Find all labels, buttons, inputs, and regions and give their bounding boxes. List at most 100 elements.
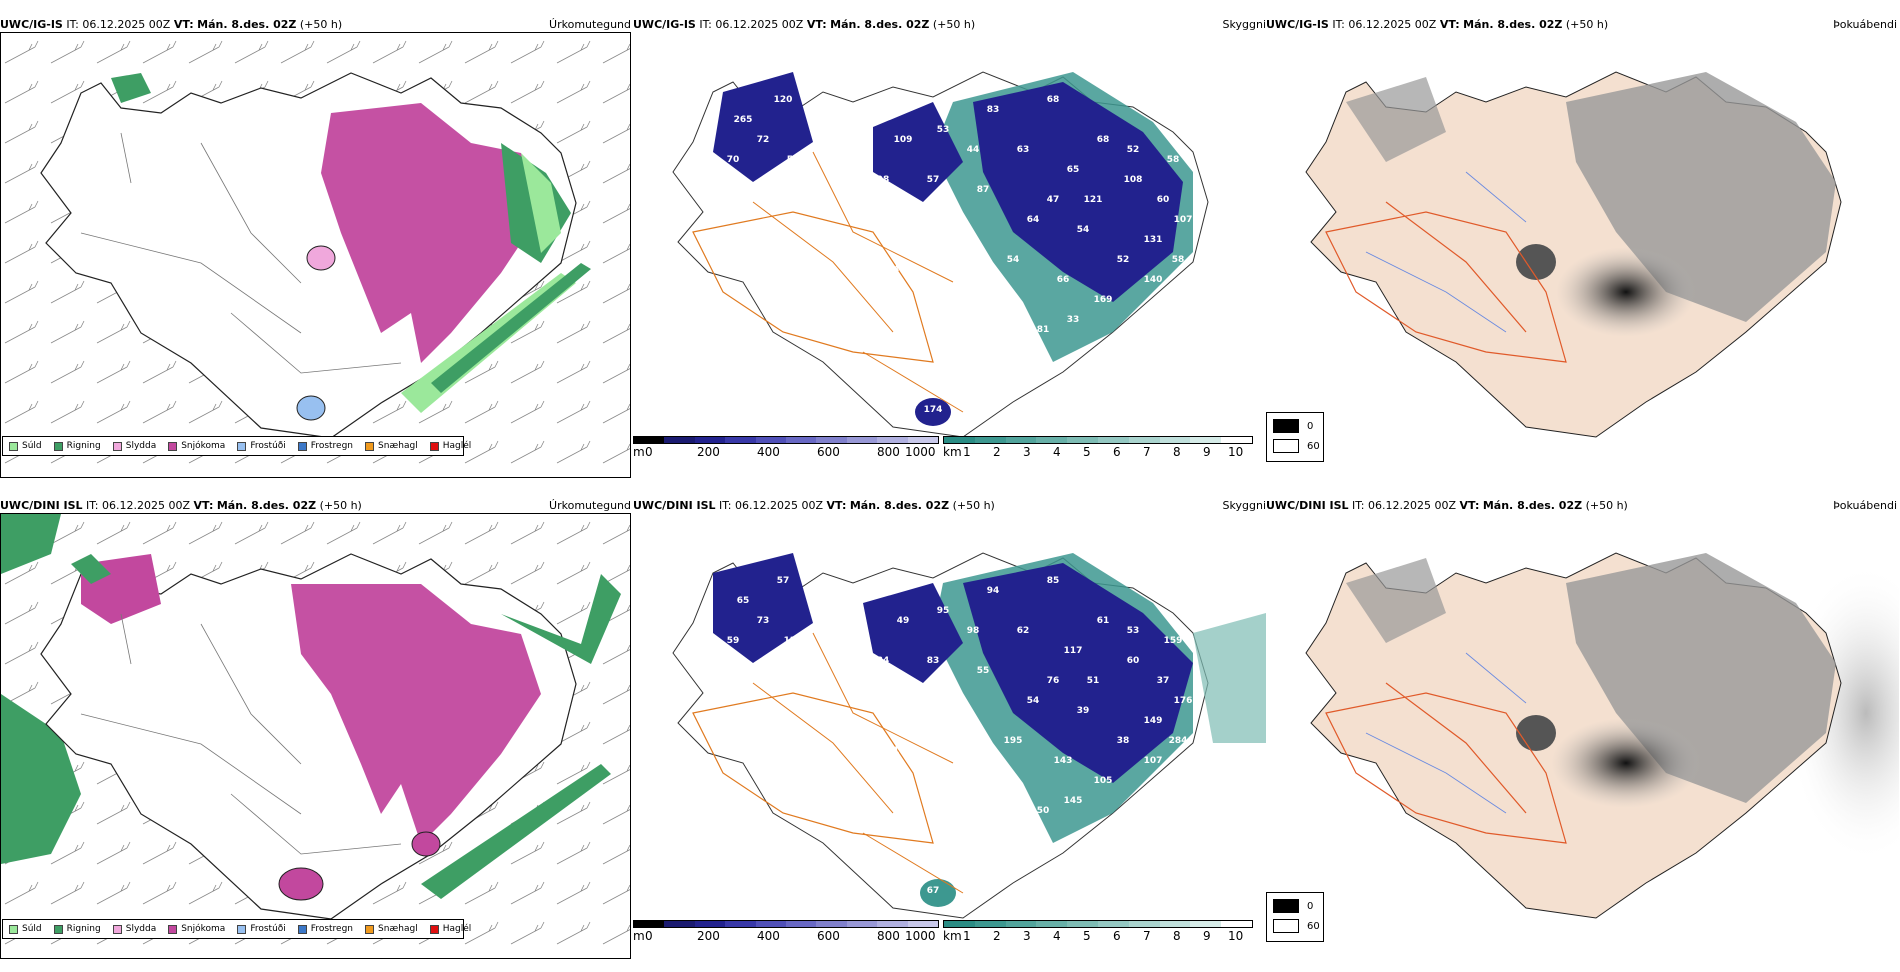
cloud-base-label: 83 xyxy=(927,656,940,666)
cloud-base-label: 149 xyxy=(1144,716,1163,726)
colorbar-tick: 3 xyxy=(1023,929,1031,943)
colorbar-unit: km xyxy=(943,445,962,459)
panel-header: UWC/DINI ISL IT: 06.12.2025 00Z VT: Mán.… xyxy=(633,497,1266,515)
cloud-base-label: 140 xyxy=(1144,275,1163,285)
cloud-base-label: 68 xyxy=(1097,135,1110,145)
model-name: UWC/IG-IS xyxy=(633,18,696,31)
lead-time: (+50 h) xyxy=(1585,499,1628,512)
cloud-base-label: 65 xyxy=(737,596,750,606)
fog-legend-dark: 0 xyxy=(1307,900,1314,912)
cloud-base-label: 87 xyxy=(977,185,990,195)
cloud-base-label: 53 xyxy=(1127,626,1140,636)
model-name: UWC/DINI ISL xyxy=(633,499,716,512)
model-name: UWC/DINI ISL xyxy=(0,499,83,512)
legend-item: Frostregn xyxy=(297,924,353,934)
legend-item: Snjókoma xyxy=(168,441,225,451)
cloud-base-label: 58 xyxy=(1172,255,1185,265)
cloud-base-label: 57 xyxy=(777,576,790,586)
cloud-base-label: 117 xyxy=(1064,646,1083,656)
cloud-base-label: 107 xyxy=(1144,756,1163,766)
colorbar-tick: 1 xyxy=(963,929,971,943)
cloud-base-label: 83 xyxy=(867,205,880,215)
fog-map xyxy=(1266,32,1899,478)
colorbar-tick: 9 xyxy=(1203,929,1211,943)
vt-label: VT: xyxy=(826,499,847,512)
legend-item: Rigning xyxy=(53,924,101,934)
cloud-base-label: 37 xyxy=(1157,676,1170,686)
panel-header: UWC/IG-IS IT: 06.12.2025 00Z VT: Mán. 8.… xyxy=(633,16,1266,34)
cloud-map-svg: 83 68 68 108 65 63 87 64 54 52 60 58 54 66 169 58 57 109 9… xyxy=(672,71,1209,438)
colorbar-tick: 1000 xyxy=(905,929,936,943)
panel-title: Þokuábendi xyxy=(1833,499,1897,512)
colorbar-tick: 400 xyxy=(757,445,780,459)
fog-legend-light: 60 xyxy=(1307,920,1320,932)
cloud-base-label: 169 xyxy=(1094,295,1113,305)
cloud-base-label: 95 xyxy=(937,606,950,616)
cloud-base-label: 41 xyxy=(987,786,1000,796)
ceiling-colorbar: m 0 200 400 600 800 1000 xyxy=(633,436,939,459)
colorbar-tick: 5 xyxy=(1083,929,1091,943)
legend-item: Snæhagl xyxy=(365,441,418,451)
precip-legend: Súld Rigning Slydda Snjókoma Frostúði Fr… xyxy=(2,436,471,456)
colorbar-tick: 0 xyxy=(645,445,653,459)
cloud-base-label: 65 xyxy=(1067,165,1080,175)
model-name: UWC/IG-IS xyxy=(0,18,63,31)
cloud-map-svg: 94 85 61 60 117 62 55 54 39 38 37 159 195 143 105 128 83… xyxy=(672,552,1266,919)
vt-value: Mán. 8.des. 02Z xyxy=(197,18,297,31)
cloud-base-label: 120 xyxy=(774,95,793,105)
legend-item: Frostúði xyxy=(237,924,286,934)
vt-value: Mán. 8.des. 02Z xyxy=(216,499,317,512)
legend-item: Súld xyxy=(9,441,42,451)
cloud-base-label: 54 xyxy=(1007,255,1020,265)
cloud-base-label: 34 xyxy=(877,656,890,666)
fog-legend-light: 60 xyxy=(1307,440,1320,452)
fog-panel-bottom: UWC/DINI ISL IT: 06.12.2025 00Z VT: Mán.… xyxy=(1266,497,1899,972)
legend-item: Súld xyxy=(9,924,42,934)
panel-title: Þokuábendi xyxy=(1833,18,1897,31)
fog-legend-bottom: 0 60 xyxy=(1266,892,1324,942)
vt-value: Mán. 8.des. 02Z xyxy=(1482,499,1583,512)
cloud-base-label: 37 xyxy=(867,686,880,696)
cloud-base-label: 57 xyxy=(927,175,940,185)
it-value: 06.12.2025 00Z xyxy=(102,499,191,512)
colorbar-tick: 600 xyxy=(817,929,840,943)
precip-panel-top: UWC/IG-IS IT: 06.12.2025 00Z VT: Mán. 8.… xyxy=(0,16,633,491)
cloud-base-label: 52 xyxy=(1127,145,1140,155)
colorbar-unit: m xyxy=(633,445,645,459)
panel-header: UWC/IG-IS IT: 06.12.2025 00Z VT: Mán. 8.… xyxy=(1266,16,1899,34)
colorbar-strip xyxy=(633,436,939,444)
precip-panel-bottom: UWC/DINI ISL IT: 06.12.2025 00Z VT: Mán.… xyxy=(0,497,633,972)
it-label: IT: xyxy=(66,18,79,31)
cloud-base-label: 70 xyxy=(727,155,740,165)
colorbar-strip xyxy=(943,436,1253,444)
fog-panel-top: UWC/IG-IS IT: 06.12.2025 00Z VT: Mán. 8.… xyxy=(1266,16,1899,491)
colorbar-tick: 8 xyxy=(1173,445,1181,459)
colorbar-tick: 10 xyxy=(1228,929,1244,943)
cloud-base-label: 131 xyxy=(1144,235,1163,245)
lead-time: (+50 h) xyxy=(932,18,976,31)
legend-item: Frostúði xyxy=(237,441,286,451)
visibility-colorbar: km 1 2 3 4 5 6 7 8 9 10 xyxy=(943,436,1253,459)
panel-header: UWC/DINI ISL IT: 06.12.2025 00Z VT: Mán.… xyxy=(1266,497,1899,515)
cloud-base-label: 83 xyxy=(987,105,1000,115)
visibility-colorbar: km 1 2 3 4 5 6 7 8 9 10 xyxy=(943,920,1253,943)
colorbar-tick: 400 xyxy=(757,929,780,943)
precip-map xyxy=(0,32,631,478)
cloud-base-label: 66 xyxy=(807,736,820,746)
cloud-base-label: 98 xyxy=(967,626,980,636)
cloud-base-label: 60 xyxy=(1127,656,1140,666)
cloud-base-label: 176 xyxy=(1174,696,1193,706)
colorbar-tick: 600 xyxy=(817,445,840,459)
it-value: 06.12.2025 00Z xyxy=(715,18,804,31)
panel-title: Skyggni xyxy=(1222,18,1266,31)
vt-label: VT: xyxy=(1459,499,1480,512)
panel-title: Úrkomutegund xyxy=(549,499,631,512)
cloud-base-label: 265 xyxy=(734,115,753,125)
cloud-base-label: 74 xyxy=(887,265,900,275)
it-label: IT: xyxy=(1332,18,1345,31)
lead-time: (+50 h) xyxy=(299,18,343,31)
panel-title: Skyggni xyxy=(1222,499,1266,512)
cloud-base-label: 121 xyxy=(1084,195,1103,205)
cloud-base-label: 62 xyxy=(1017,626,1030,636)
colorbar-tick: 7 xyxy=(1143,445,1151,459)
